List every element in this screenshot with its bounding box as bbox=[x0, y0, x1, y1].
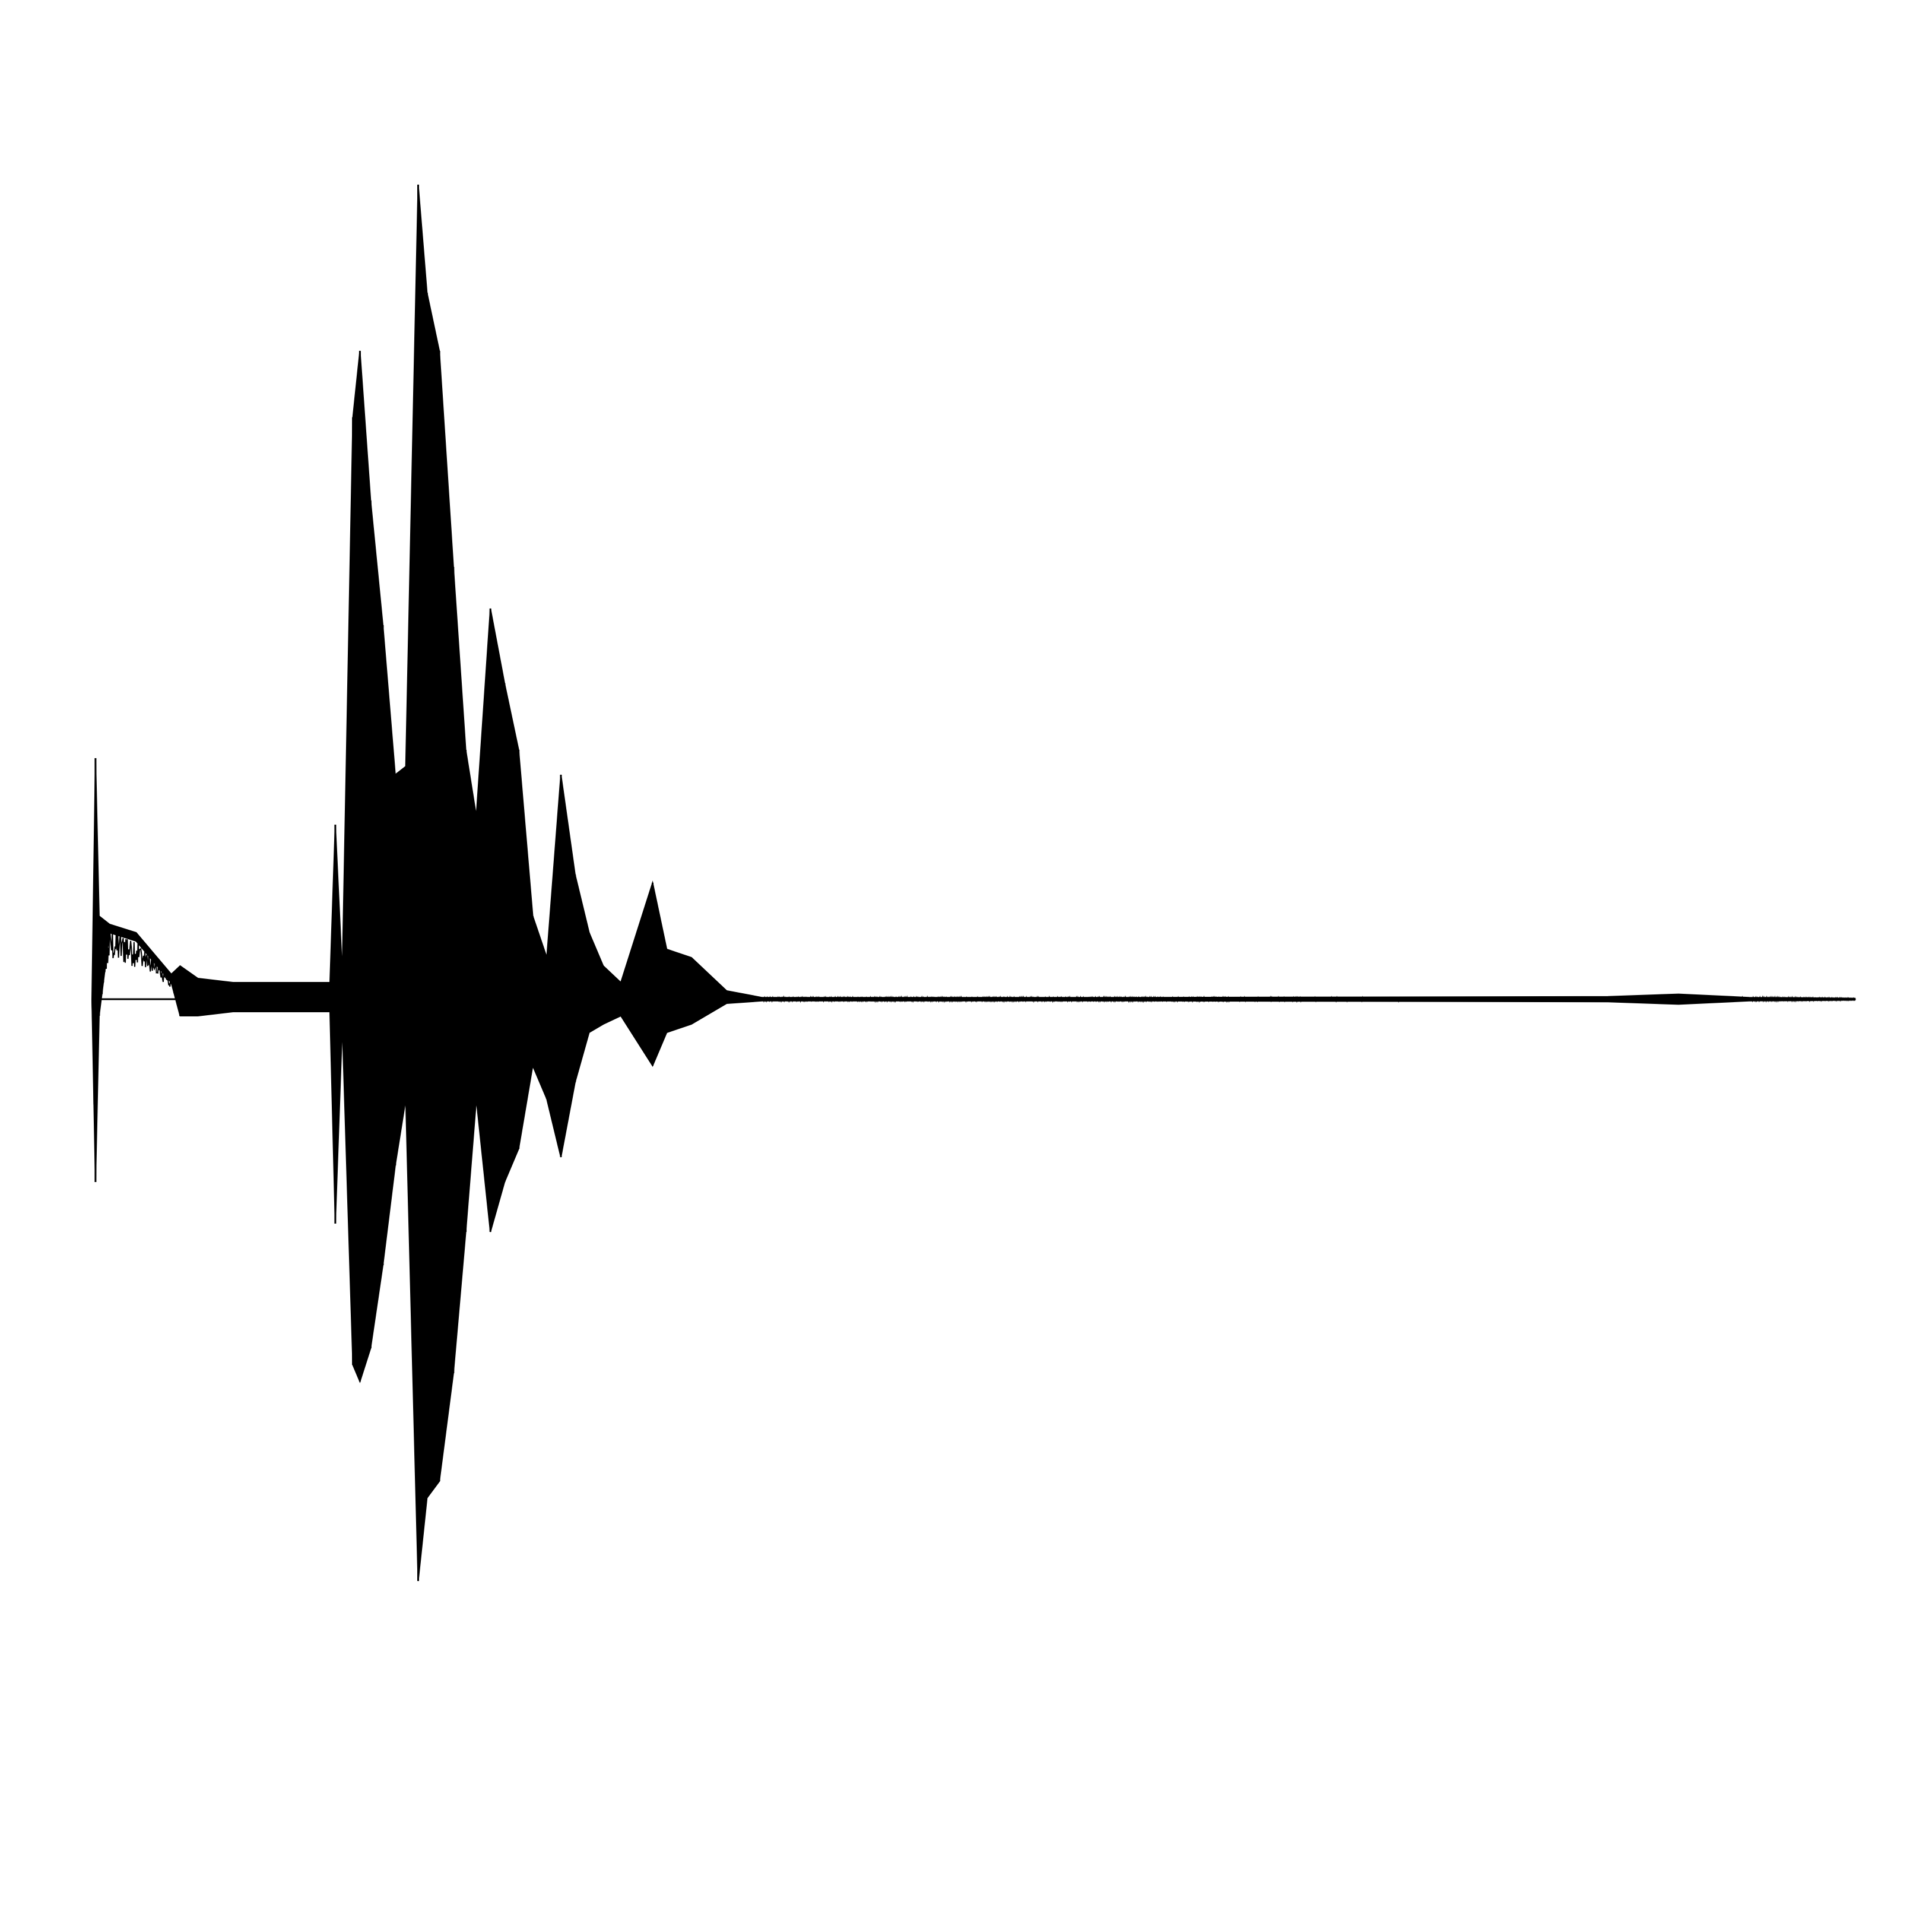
waveform-series-group bbox=[91, 184, 1856, 1582]
waveform-series-line bbox=[91, 246, 1855, 1534]
